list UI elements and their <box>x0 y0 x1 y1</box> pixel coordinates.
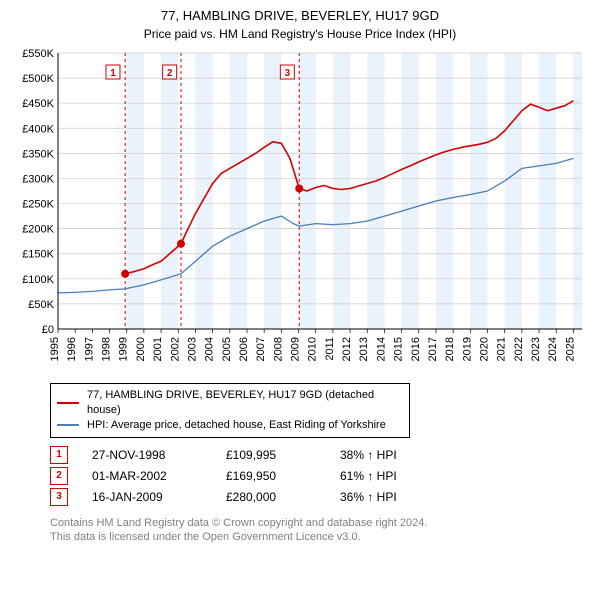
transaction-date: 01-MAR-2002 <box>92 469 202 483</box>
svg-text:2010: 2010 <box>307 337 319 361</box>
transaction-pct: 36% ↑ HPI <box>340 490 450 504</box>
svg-text:1999: 1999 <box>118 337 130 361</box>
svg-text:2009: 2009 <box>290 337 302 361</box>
transaction-pct: 61% ↑ HPI <box>340 469 450 483</box>
svg-text:1: 1 <box>110 68 116 79</box>
svg-text:£100K: £100K <box>22 274 54 286</box>
svg-text:2025: 2025 <box>564 337 576 361</box>
svg-text:£550K: £550K <box>22 48 54 60</box>
table-row: 2 01-MAR-2002 £169,950 61% ↑ HPI <box>50 467 590 485</box>
svg-text:£200K: £200K <box>22 224 54 236</box>
svg-text:£350K: £350K <box>22 149 54 161</box>
table-row: 3 16-JAN-2009 £280,000 36% ↑ HPI <box>50 488 590 506</box>
line-chart-svg: £0 £50K £100K £150K £200K £250K £300K £350K £400… <box>10 47 590 377</box>
transaction-date: 16-JAN-2009 <box>92 490 202 504</box>
svg-text:1997: 1997 <box>83 337 95 361</box>
credit-line: Contains HM Land Registry data © Crown c… <box>50 516 590 530</box>
transaction-pct: 38% ↑ HPI <box>340 448 450 462</box>
svg-text:1995: 1995 <box>49 337 61 361</box>
chart-plot-area: £0 £50K £100K £150K £200K £250K £300K £350K £400… <box>10 47 590 377</box>
transaction-price: £109,995 <box>226 448 316 462</box>
svg-text:2021: 2021 <box>496 337 508 361</box>
svg-text:2014: 2014 <box>375 337 387 361</box>
svg-text:2020: 2020 <box>479 337 491 361</box>
legend-box: 77, HAMBLING DRIVE, BEVERLEY, HU17 9GD (… <box>50 383 410 438</box>
svg-text:£250K: £250K <box>22 199 54 211</box>
svg-text:2004: 2004 <box>204 337 216 361</box>
svg-text:2000: 2000 <box>135 337 147 361</box>
svg-text:2018: 2018 <box>444 337 456 361</box>
svg-text:2013: 2013 <box>358 337 370 361</box>
svg-text:2008: 2008 <box>272 337 284 361</box>
svg-text:2015: 2015 <box>393 337 405 361</box>
chart-subtitle: Price paid vs. HM Land Registry's House … <box>10 27 590 41</box>
transaction-date: 27-NOV-1998 <box>92 448 202 462</box>
transaction-price: £280,000 <box>226 490 316 504</box>
svg-text:2019: 2019 <box>461 337 473 361</box>
svg-text:2005: 2005 <box>221 337 233 361</box>
marker-number: 1 <box>50 446 68 464</box>
svg-text:3: 3 <box>285 68 291 79</box>
legend-label: 77, HAMBLING DRIVE, BEVERLEY, HU17 9GD (… <box>87 388 403 418</box>
svg-text:£450K: £450K <box>22 98 54 110</box>
svg-text:£0: £0 <box>42 324 54 336</box>
svg-text:2011: 2011 <box>324 337 336 361</box>
svg-text:1996: 1996 <box>66 337 78 361</box>
svg-text:£300K: £300K <box>22 174 54 186</box>
svg-text:2001: 2001 <box>152 337 164 361</box>
svg-text:£400K: £400K <box>22 124 54 136</box>
table-row: 1 27-NOV-1998 £109,995 38% ↑ HPI <box>50 446 590 464</box>
legend-label: HPI: Average price, detached house, East… <box>87 418 386 433</box>
legend-item: 77, HAMBLING DRIVE, BEVERLEY, HU17 9GD (… <box>57 388 403 418</box>
svg-text:2016: 2016 <box>410 337 422 361</box>
chart-title: 77, HAMBLING DRIVE, BEVERLEY, HU17 9GD <box>10 8 590 24</box>
svg-text:2002: 2002 <box>169 337 181 361</box>
marker-number: 2 <box>50 467 68 485</box>
credit-text: Contains HM Land Registry data © Crown c… <box>50 516 590 545</box>
svg-text:2: 2 <box>167 68 173 79</box>
transaction-price: £169,950 <box>226 469 316 483</box>
transactions-table: 1 27-NOV-1998 £109,995 38% ↑ HPI 2 01-MA… <box>50 446 590 506</box>
legend-item: HPI: Average price, detached house, East… <box>57 418 403 433</box>
svg-text:2007: 2007 <box>255 337 267 361</box>
svg-text:£150K: £150K <box>22 249 54 261</box>
chart-container: 77, HAMBLING DRIVE, BEVERLEY, HU17 9GD P… <box>0 0 600 590</box>
svg-text:2006: 2006 <box>238 337 250 361</box>
svg-text:£50K: £50K <box>28 299 54 311</box>
svg-text:2022: 2022 <box>513 337 525 361</box>
svg-text:£500K: £500K <box>22 73 54 85</box>
svg-text:2003: 2003 <box>186 337 198 361</box>
legend-swatch <box>57 424 79 426</box>
legend-swatch <box>57 402 79 404</box>
marker-number: 3 <box>50 488 68 506</box>
svg-text:2024: 2024 <box>547 337 559 361</box>
svg-text:1998: 1998 <box>101 337 113 361</box>
svg-text:2012: 2012 <box>341 337 353 361</box>
svg-text:2023: 2023 <box>530 337 542 361</box>
svg-text:2017: 2017 <box>427 337 439 361</box>
credit-line: This data is licensed under the Open Gov… <box>50 530 590 544</box>
